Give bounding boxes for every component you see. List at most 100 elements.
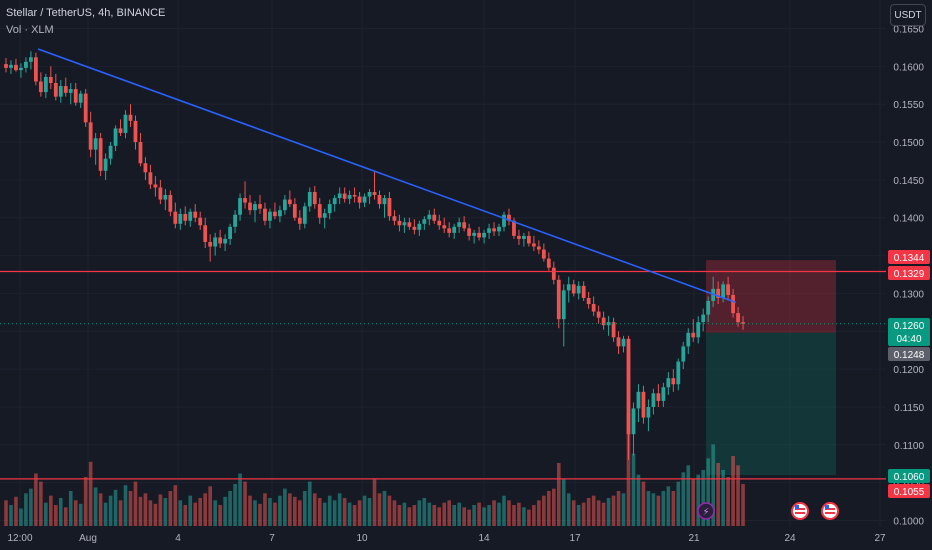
volume-bar bbox=[44, 502, 48, 526]
volume-bar bbox=[347, 502, 352, 526]
volume-bar bbox=[332, 500, 337, 526]
candle-body bbox=[576, 285, 581, 294]
volume-bar bbox=[293, 496, 297, 526]
volume-bar bbox=[571, 500, 576, 526]
countdown-label: 04:40 bbox=[896, 334, 921, 345]
volume-bar bbox=[253, 500, 257, 526]
candle-body bbox=[686, 332, 691, 347]
time-axis: 12:00 Aug 4 7 10 14 17 21 24 27 bbox=[7, 533, 886, 544]
price-tick-label: 0.1200 bbox=[893, 365, 924, 376]
volume-bar bbox=[591, 495, 596, 526]
volume-bar bbox=[601, 502, 606, 526]
candle-body bbox=[536, 246, 541, 250]
volume-bar bbox=[452, 505, 456, 526]
candle-body bbox=[566, 284, 571, 291]
volume-bar bbox=[477, 502, 481, 526]
candle-body bbox=[462, 222, 467, 229]
volume-bar bbox=[78, 503, 83, 526]
price-tick-label: 0.1650 bbox=[893, 25, 924, 36]
candle-body bbox=[596, 311, 601, 318]
volume-bar bbox=[342, 498, 347, 526]
volume-bar bbox=[288, 493, 292, 526]
price-label-badge bbox=[888, 469, 930, 483]
candle-body bbox=[541, 249, 546, 259]
price-label-text: 0.1060 bbox=[894, 472, 925, 483]
volume-bar bbox=[731, 456, 735, 526]
candle-body bbox=[726, 284, 730, 295]
candle-body bbox=[437, 220, 442, 226]
candle-body bbox=[616, 337, 621, 347]
candle-body bbox=[178, 213, 183, 224]
volume-bar bbox=[641, 481, 646, 526]
flag-stripe bbox=[825, 512, 835, 514]
candle-body bbox=[671, 378, 676, 385]
volume-bar bbox=[492, 500, 496, 526]
candle-body bbox=[546, 258, 551, 268]
volume-bar bbox=[566, 493, 571, 526]
volume-bar bbox=[248, 495, 252, 526]
volume-bar bbox=[103, 502, 108, 526]
candle-body bbox=[243, 198, 247, 203]
candle-body bbox=[452, 226, 457, 233]
candle-body bbox=[123, 114, 128, 133]
candle-body bbox=[397, 220, 402, 226]
candle-body bbox=[342, 193, 347, 199]
price-tick-label: 0.1000 bbox=[893, 516, 924, 527]
candle-body bbox=[681, 346, 686, 362]
candle-body bbox=[38, 81, 43, 93]
volume-bar bbox=[238, 473, 242, 526]
volume-bar bbox=[532, 505, 536, 526]
volume-bar bbox=[98, 493, 103, 526]
candle-body bbox=[586, 297, 591, 305]
volume-indicator-label[interactable]: Vol · XLM bbox=[6, 24, 54, 36]
volume-bar bbox=[123, 485, 128, 526]
candle-body bbox=[357, 196, 362, 203]
candle-body bbox=[522, 235, 526, 239]
candle-body bbox=[33, 57, 38, 82]
volume-bar bbox=[163, 498, 168, 526]
volume-bar bbox=[188, 495, 193, 526]
volume-bar bbox=[716, 463, 720, 526]
price-tick-label: 0.1500 bbox=[893, 138, 924, 149]
candle-body bbox=[492, 228, 496, 232]
volume-bar bbox=[303, 491, 307, 526]
volume-bar bbox=[138, 496, 143, 526]
volume-bar bbox=[9, 505, 13, 526]
candle-body bbox=[287, 199, 292, 205]
candle-body bbox=[601, 317, 606, 326]
dividend-lightning-icon[interactable] bbox=[697, 502, 715, 520]
volume-bar bbox=[34, 473, 38, 526]
currency-button[interactable]: USDT bbox=[890, 4, 926, 26]
candle-body bbox=[701, 314, 706, 323]
us-flag-event-icon[interactable] bbox=[821, 502, 839, 520]
us-flag-event-icon[interactable] bbox=[791, 502, 809, 520]
candle-body bbox=[716, 288, 721, 298]
volume-bar bbox=[432, 505, 437, 526]
volume-bar bbox=[193, 502, 198, 526]
candle-body bbox=[666, 378, 671, 388]
lightning-glyph: ⚡ bbox=[702, 507, 709, 518]
volume-bar bbox=[741, 484, 745, 526]
volume-bar bbox=[228, 491, 232, 526]
candle-body bbox=[621, 338, 626, 347]
candle-body bbox=[68, 89, 73, 93]
volume-bar bbox=[497, 502, 501, 526]
candle-body bbox=[93, 138, 98, 150]
candle-body bbox=[118, 128, 123, 133]
volume-bar bbox=[218, 505, 222, 526]
candle-body bbox=[48, 76, 53, 84]
volume-bar bbox=[691, 479, 696, 526]
candle-body bbox=[238, 198, 242, 215]
candle-body bbox=[477, 232, 481, 238]
volume-bar bbox=[711, 444, 715, 526]
candle-body bbox=[43, 76, 48, 93]
volume-bar bbox=[721, 470, 725, 526]
candle-body bbox=[153, 184, 158, 188]
candle-body bbox=[571, 284, 576, 294]
volume-bar bbox=[407, 507, 412, 526]
volume-bar bbox=[143, 493, 148, 526]
candle-body bbox=[163, 195, 168, 200]
volume-bar bbox=[696, 474, 701, 526]
candle-body bbox=[392, 216, 397, 221]
